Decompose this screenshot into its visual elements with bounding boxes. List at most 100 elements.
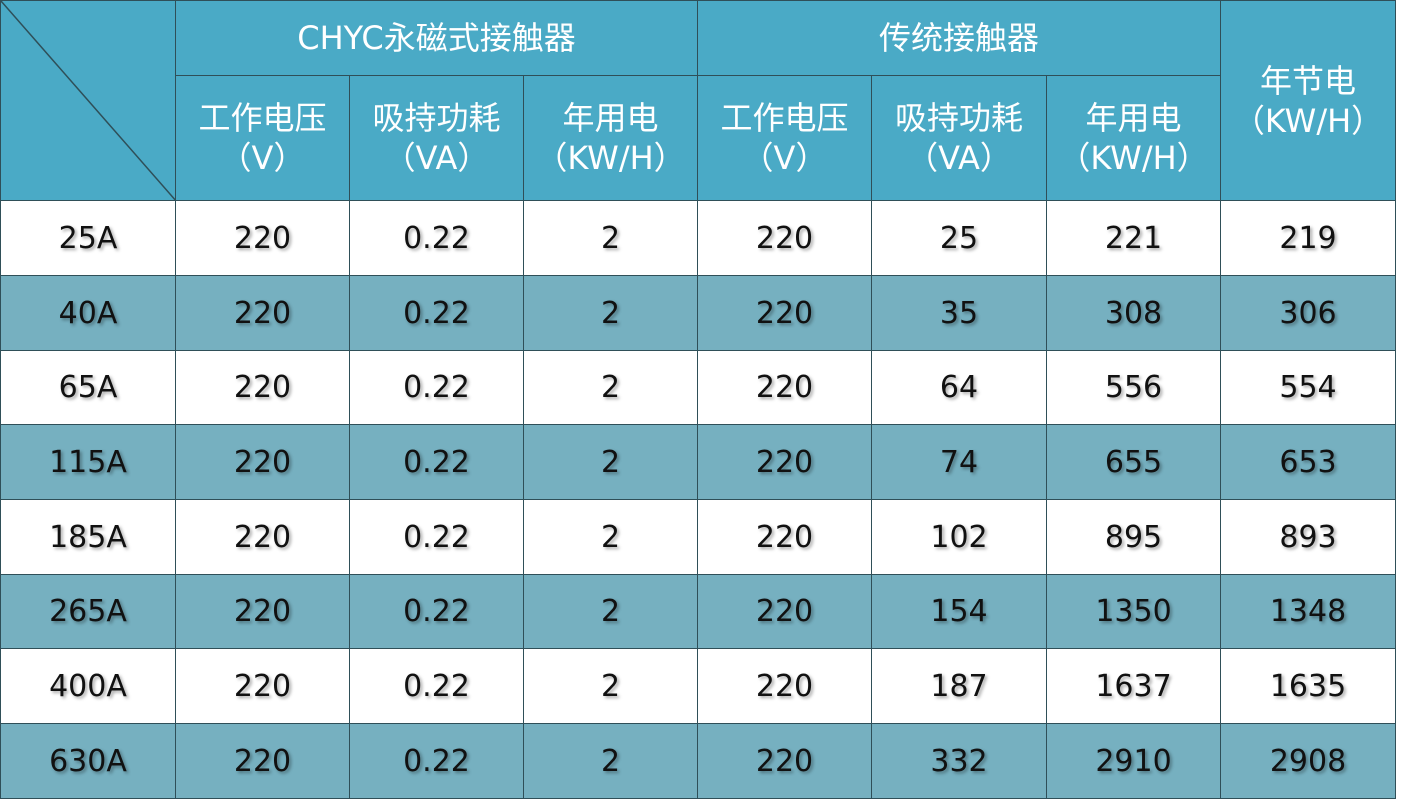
table-cell: 1348 — [1220, 574, 1396, 649]
table-cell: 64 — [871, 350, 1047, 425]
table-cell: 220 — [175, 574, 350, 649]
table-cell: 1350 — [1046, 574, 1221, 649]
table-cell: 115A — [0, 424, 176, 500]
table-cell: 265A — [0, 574, 176, 649]
table-cell: 220 — [175, 723, 350, 799]
cell-text: 2 — [600, 594, 621, 629]
cell-text: 74 — [939, 444, 979, 480]
table-cell: 0.22 — [349, 275, 524, 351]
table-cell: 2 — [523, 574, 698, 649]
column-header: 年用电 （KW/H） — [523, 75, 698, 201]
cell-text: 2 — [600, 444, 621, 480]
cell-text: 221 — [1104, 220, 1163, 256]
cell-text: 0.22 — [403, 519, 470, 555]
table-cell: 630A — [0, 723, 176, 799]
cell-text: 2 — [600, 295, 621, 331]
header-name: 工作电压 — [720, 99, 849, 137]
header-name: 吸持功耗 — [894, 99, 1023, 137]
table-cell: 220 — [697, 200, 872, 276]
table-cell: 102 — [871, 499, 1047, 575]
cell-text: 185A — [49, 519, 127, 555]
table-cell: 25A — [0, 200, 176, 276]
cell-text: 0.22 — [403, 295, 470, 331]
table-cell: 0.22 — [349, 648, 524, 724]
table-cell: 221 — [1046, 200, 1221, 276]
table-cell: 220 — [697, 499, 872, 575]
corner-cell — [0, 0, 177, 202]
table-cell: 2 — [523, 275, 698, 351]
table-cell: 220 — [697, 574, 872, 649]
cell-text: 2910 — [1095, 743, 1172, 779]
table-cell: 1635 — [1220, 648, 1396, 724]
cell-text: 220 — [755, 519, 814, 555]
table-cell: 0.22 — [349, 723, 524, 799]
cell-text: 556 — [1104, 370, 1163, 405]
header-unit: （KW/H） — [535, 139, 686, 177]
cell-text: 220 — [755, 295, 814, 331]
table-cell: 74 — [871, 424, 1047, 500]
cell-text: 2 — [600, 668, 621, 704]
cell-text: 655 — [1104, 444, 1163, 480]
header-name: 年节电 — [1259, 61, 1356, 100]
column-header: 工作电压 （V） — [697, 75, 872, 201]
diagonal — [1, 1, 177, 202]
header-unit: （V） — [741, 139, 828, 177]
table-cell: 220 — [175, 200, 350, 276]
cell-text: 220 — [755, 668, 814, 704]
cell-text: 1635 — [1269, 668, 1347, 704]
table-cell: 0.22 — [349, 574, 524, 649]
cell-text: 2 — [600, 370, 621, 405]
cell-text: 0.22 — [403, 370, 470, 405]
table-cell: 0.22 — [349, 200, 524, 276]
header-name: 吸持功耗 — [372, 99, 501, 137]
table-cell: 655 — [1046, 424, 1221, 500]
table-cell: 2 — [523, 424, 698, 500]
cell-text: 265A — [49, 594, 127, 629]
cell-text: 1350 — [1095, 594, 1172, 629]
table-cell: 556 — [1046, 350, 1221, 425]
table-cell: 2 — [523, 723, 698, 799]
header-name: 年用电 — [1085, 99, 1182, 137]
cell-text: 35 — [939, 295, 979, 331]
group-header: 传统接触器 — [697, 0, 1221, 76]
table-cell: 220 — [697, 723, 872, 799]
table-cell: 219 — [1220, 200, 1396, 276]
cell-text: 893 — [1279, 519, 1337, 555]
table-cell: 220 — [697, 648, 872, 724]
table-cell: 220 — [175, 499, 350, 575]
table-cell: 306 — [1220, 275, 1396, 351]
cell-text: 2 — [600, 743, 621, 779]
savings-header: 年节电 （KW/H） — [1220, 0, 1396, 201]
cell-text: 0.22 — [403, 220, 470, 256]
cell-text: 220 — [233, 743, 292, 779]
cell-text: 400A — [49, 668, 127, 704]
cell-text: 630A — [49, 743, 127, 779]
column-header: 年用电 （KW/H） — [1046, 75, 1221, 201]
cell-text: 220 — [233, 220, 292, 256]
table-cell: 220 — [175, 275, 350, 351]
header-name: 年用电 — [562, 99, 659, 137]
cell-text: 102 — [930, 519, 988, 555]
header-unit: （VA） — [383, 139, 490, 177]
cell-text: 154 — [930, 594, 988, 629]
table-cell: 25 — [871, 200, 1047, 276]
group-header: CHYC永磁式接触器 — [175, 0, 698, 76]
column-header: 吸持功耗 （VA） — [349, 75, 524, 201]
table-cell: 2 — [523, 499, 698, 575]
table-cell: 220 — [697, 350, 872, 425]
cell-text: 554 — [1279, 370, 1337, 405]
group-title: 传统接触器 — [878, 19, 1039, 57]
cell-text: 220 — [233, 668, 292, 704]
cell-text: 0.22 — [403, 743, 470, 779]
table-cell: 35 — [871, 275, 1047, 351]
group-title: CHYC永磁式接触器 — [297, 19, 576, 57]
table-cell: 0.22 — [349, 350, 524, 425]
table-cell: 0.22 — [349, 424, 524, 500]
table-cell: 1637 — [1046, 648, 1221, 724]
table-cell: 2 — [523, 648, 698, 724]
cell-text: 0.22 — [403, 444, 470, 480]
cell-text: 220 — [233, 370, 292, 405]
table-cell: 2908 — [1220, 723, 1396, 799]
table-cell: 2 — [523, 200, 698, 276]
